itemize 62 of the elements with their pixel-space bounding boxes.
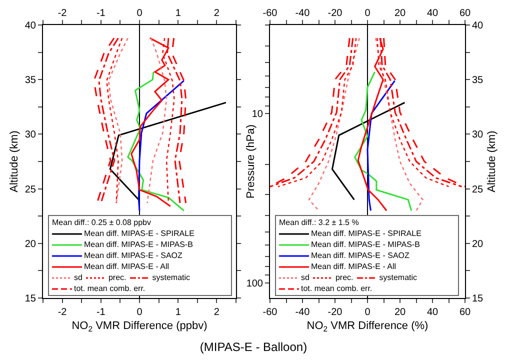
legend-label: Mean diff. MIPAS-E - SAOZ (311, 250, 410, 261)
y-tick-label: 30 (24, 130, 36, 141)
y2-axis-title: Pressure (hPa) (245, 124, 257, 198)
legend-label: Mean diff. MIPAS-E - SAOZ (84, 250, 182, 261)
y-tick-label: 25 (472, 184, 484, 196)
legend-label: prec. (108, 272, 126, 283)
x-tick-label: -1 (96, 8, 106, 19)
x-axis-title: NO$_{2}$ VMR Difference (%) (306, 320, 428, 334)
x2-tick-label: -2 (58, 307, 68, 318)
y2-tick-label: 100 (246, 278, 264, 290)
x2-tick-label: -40 (295, 307, 310, 318)
y-tick-label: 30 (472, 130, 484, 141)
legend-label: sd (74, 272, 82, 283)
x2-tick-label: -60 (262, 307, 278, 318)
x-tick-label: 1 (175, 8, 182, 19)
legend-label: Mean diff. MIPAS-E - MIPAS-B (311, 239, 420, 250)
y2-tick-label: 10 (252, 109, 264, 120)
x2-tick-label: 2 (214, 307, 220, 318)
legend-label: tot. mean comb. err. (301, 283, 372, 294)
legend-label: Mean diff. MIPAS-E - MIPAS-B (84, 239, 193, 250)
y-axis-title: Altitude (km) (8, 130, 21, 192)
x-tick-label: 0 (364, 8, 371, 19)
x-tick-label: -20 (328, 8, 343, 19)
x-tick-label: 0 (136, 8, 143, 19)
x2-tick-label: 40 (426, 307, 438, 318)
legend-label: Mean diff. MIPAS-E - SPIRALE (311, 228, 422, 239)
x2-tick-label: 0 (136, 307, 143, 318)
legend-label: Mean diff. MIPAS-E - All (84, 261, 170, 272)
x2-tick-label: 60 (459, 307, 471, 318)
x-tick-label: 2 (214, 8, 220, 19)
x-tick-label: 60 (459, 8, 471, 19)
text: (MIPAS-E - Balloon) (198, 340, 308, 354)
legend-label: Mean diff. MIPAS-E - SPIRALE (84, 228, 194, 239)
y-tick-label: 35 (24, 75, 36, 86)
y-axis-title: Altitude (km) (486, 130, 498, 192)
legend-title: Mean diff.: 0.25 ± 0.08 ppbv (52, 217, 152, 228)
y-tick-label: 40 (24, 20, 36, 32)
y-tick-label: 25 (24, 184, 36, 196)
legend-label: systematic (379, 272, 418, 283)
y-tick-label: 20 (24, 238, 36, 250)
x-axis-title: NO$_{2}$ VMR Difference (ppbv) (72, 320, 208, 334)
legend-label: systematic (152, 272, 190, 283)
x-tick-label: -40 (295, 8, 310, 19)
legend-label: sd (301, 272, 310, 283)
x2-tick-label: -20 (328, 307, 343, 318)
x-tick-label: 40 (426, 8, 438, 19)
y-tick-label: 40 (472, 20, 484, 32)
x2-tick-label: 20 (394, 307, 406, 318)
y-tick-label: 15 (472, 294, 484, 304)
x-tick-label: 20 (394, 8, 406, 19)
legend-label: tot. mean comb. err. (74, 283, 146, 294)
y-tick-label: 35 (472, 75, 484, 86)
x2-tick-label: 1 (175, 307, 182, 318)
legend-label: Mean diff. MIPAS-E - All (311, 261, 396, 272)
legend-label: prec. (335, 272, 354, 283)
x-tick-label: -2 (58, 8, 68, 19)
x2-tick-label: -1 (96, 307, 106, 318)
legend-title: Mean diff.: 3.2 ± 1.5 % (279, 217, 360, 228)
x2-tick-label: 0 (364, 307, 371, 318)
x-tick-label: -60 (262, 8, 278, 19)
y-tick-label: 15 (24, 294, 36, 304)
y-tick-label: 20 (472, 238, 484, 250)
